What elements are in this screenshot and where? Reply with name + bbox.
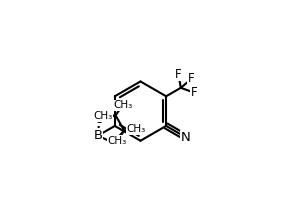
Text: CH₃: CH₃ — [94, 112, 113, 121]
Text: N: N — [181, 131, 191, 144]
Text: O: O — [95, 113, 104, 126]
Text: O: O — [108, 136, 118, 149]
Text: F: F — [188, 72, 195, 85]
Text: CH₃: CH₃ — [108, 136, 127, 145]
Text: B: B — [93, 129, 103, 142]
Text: CH₃: CH₃ — [127, 125, 146, 134]
Text: CH₃: CH₃ — [113, 100, 132, 110]
Text: F: F — [191, 86, 197, 99]
Text: F: F — [175, 68, 182, 81]
